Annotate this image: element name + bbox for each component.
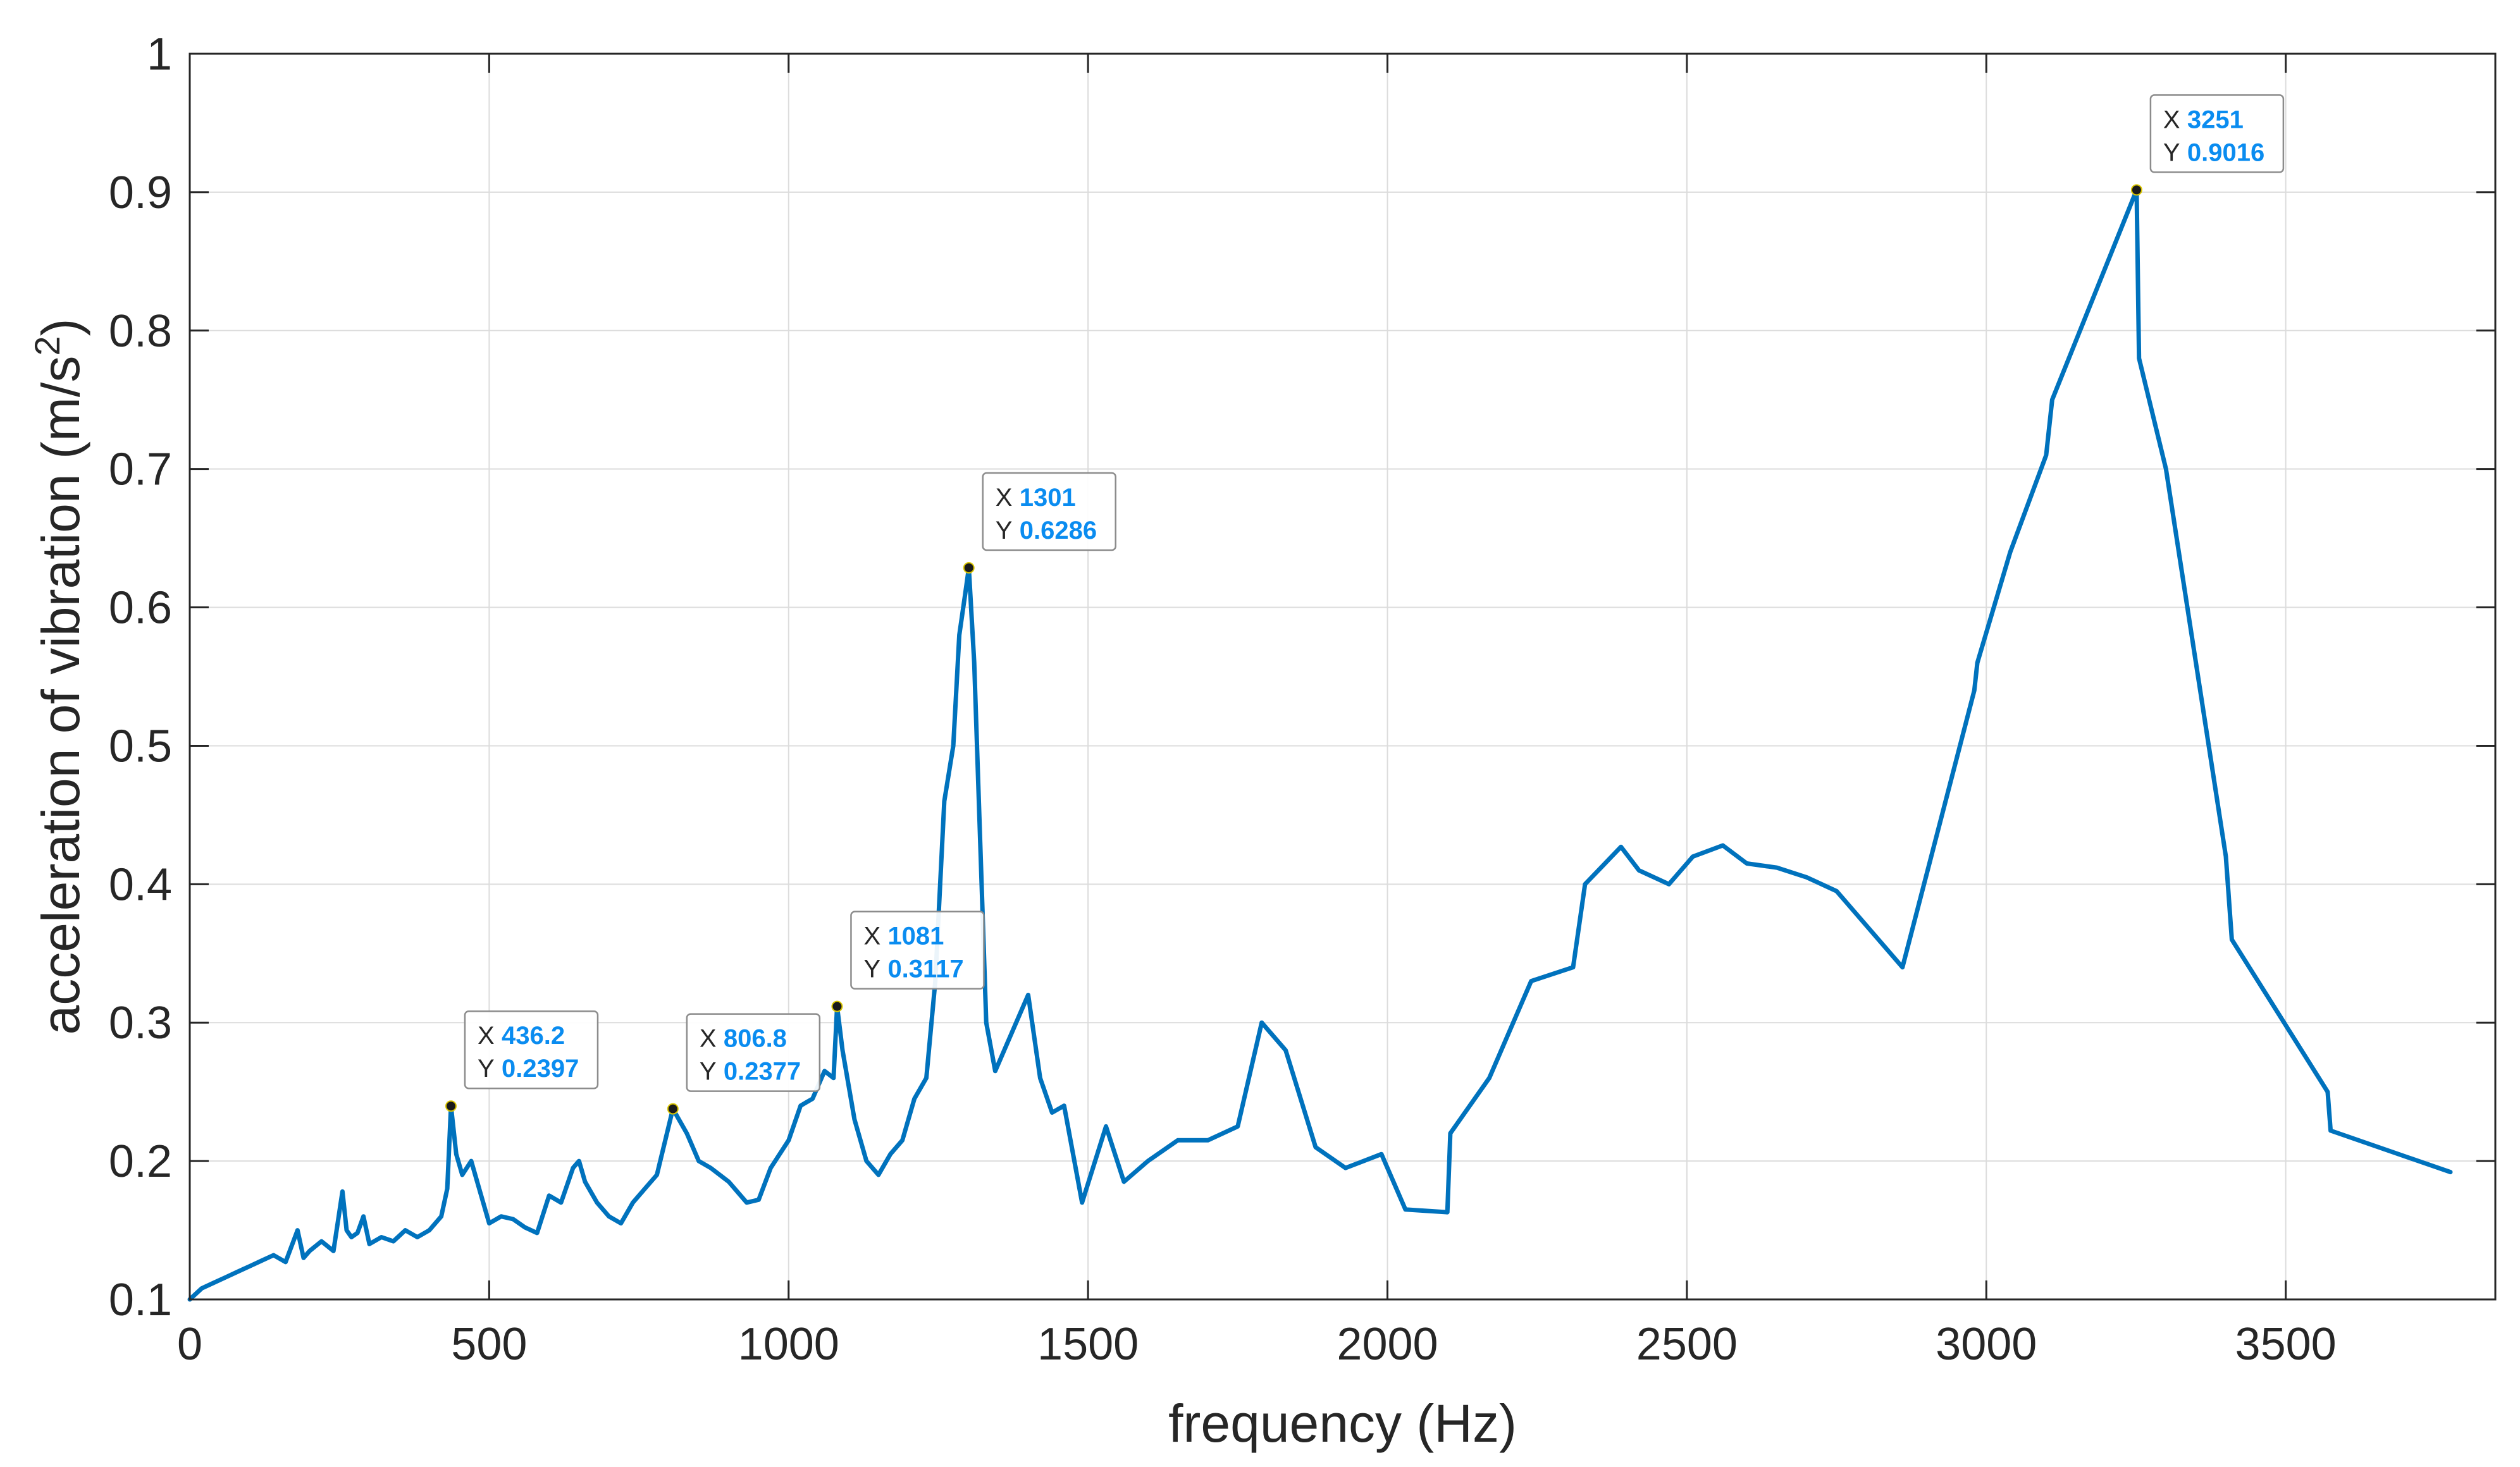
datatip-y-key: Y: [996, 517, 1013, 544]
datatip-x-value: 806.8: [724, 1025, 787, 1053]
datatip-y-value: 0.6286: [1020, 517, 1097, 544]
datatip[interactable]: X 806.8Y 0.2377: [667, 1013, 821, 1115]
datatip-x-value: 1301: [1020, 484, 1076, 512]
datatip-box: [982, 472, 1116, 551]
y-tick-label: 0.8: [109, 306, 172, 357]
y-axis-label: acceleration of vibration (m/s2): [27, 319, 91, 1035]
datatip-x-value: 436.2: [502, 1022, 565, 1050]
y-tick-label: 1: [147, 29, 172, 80]
series-line: [187, 187, 2453, 1302]
datatip-marker[interactable]: [2130, 184, 2142, 196]
datatip-y-value: 0.3117: [887, 955, 963, 983]
datatip-marker[interactable]: [445, 1100, 457, 1112]
y-tick-label: 0.1: [109, 1275, 172, 1325]
x-tick-label: 3000: [1936, 1319, 2037, 1370]
y-tick-label: 0.5: [109, 721, 172, 771]
datatip[interactable]: X 1081 Y 0.3117: [831, 911, 985, 1012]
datatip-y-value: 0.2377: [724, 1058, 801, 1086]
axes-box: [188, 52, 2497, 1301]
x-tick-label: 3500: [2235, 1319, 2337, 1370]
x-tick-label: 500: [451, 1319, 527, 1370]
x-tick-label: 1500: [1037, 1319, 1139, 1370]
datatip-y-value: 0.2397: [502, 1055, 579, 1083]
datatip-x-key: X: [996, 484, 1013, 512]
datatip-box: [464, 1010, 599, 1090]
y-tick-label: 0.4: [109, 859, 172, 910]
x-tick-label: 2500: [1636, 1319, 1738, 1370]
y-tick-label: 0.3: [109, 998, 172, 1048]
datatip-y-value: 0.9016: [2187, 138, 2264, 166]
y-tick-label: 0.7: [109, 445, 172, 495]
ticks-group: [188, 52, 2495, 1301]
datatip-y-key: Y: [478, 1055, 495, 1083]
y-axis-label-main: acceleration of vibration (m/s: [31, 356, 90, 1035]
datatip-x-key: X: [700, 1025, 717, 1053]
datatip-x-key: X: [2163, 106, 2180, 133]
series-group: [187, 187, 2453, 1302]
datatip-box: [686, 1013, 821, 1092]
datatip[interactable]: X 436.2Y 0.2397: [445, 1010, 599, 1112]
datatip-y-key: Y: [863, 955, 880, 983]
x-axis-label: frequency (Hz): [1168, 1394, 1517, 1453]
datatip-x-key: X: [478, 1022, 495, 1050]
datatip-y-key: Y: [2163, 138, 2180, 166]
x-tick-label: 0: [177, 1319, 202, 1370]
datatip-x-key: X: [863, 923, 880, 950]
datatip-x-value: 3251: [2187, 106, 2244, 133]
datatip-marker[interactable]: [963, 562, 975, 574]
x-tick-label: 1000: [738, 1319, 839, 1370]
datatip-box: [2149, 94, 2285, 173]
datatip[interactable]: X 3251 Y 0.9016: [2130, 94, 2285, 196]
datatip[interactable]: X 1301 Y 0.6286: [963, 472, 1116, 574]
y-tick-label: 0.9: [109, 168, 172, 218]
datatip-y-key: Y: [700, 1058, 717, 1086]
datatip-box: [850, 911, 985, 990]
x-tick-label: 2000: [1337, 1319, 1438, 1370]
x-tick-labels: 0 500 1000 1500 2000 2500 3000 3500: [177, 1319, 2337, 1370]
datatip-marker[interactable]: [667, 1103, 679, 1115]
y-axis-label-end: ): [31, 319, 90, 336]
y-tick-labels: 0.1 0.2 0.3 0.4 0.5 0.6 0.7 0.8 0.9 1: [109, 29, 172, 1325]
y-tick-label: 0.2: [109, 1136, 172, 1187]
datatip-x-value: 1081: [887, 923, 944, 950]
datatip-marker[interactable]: [831, 1000, 843, 1012]
y-tick-label: 0.6: [109, 583, 172, 634]
y-axis-label-superscript: 2: [27, 336, 67, 356]
